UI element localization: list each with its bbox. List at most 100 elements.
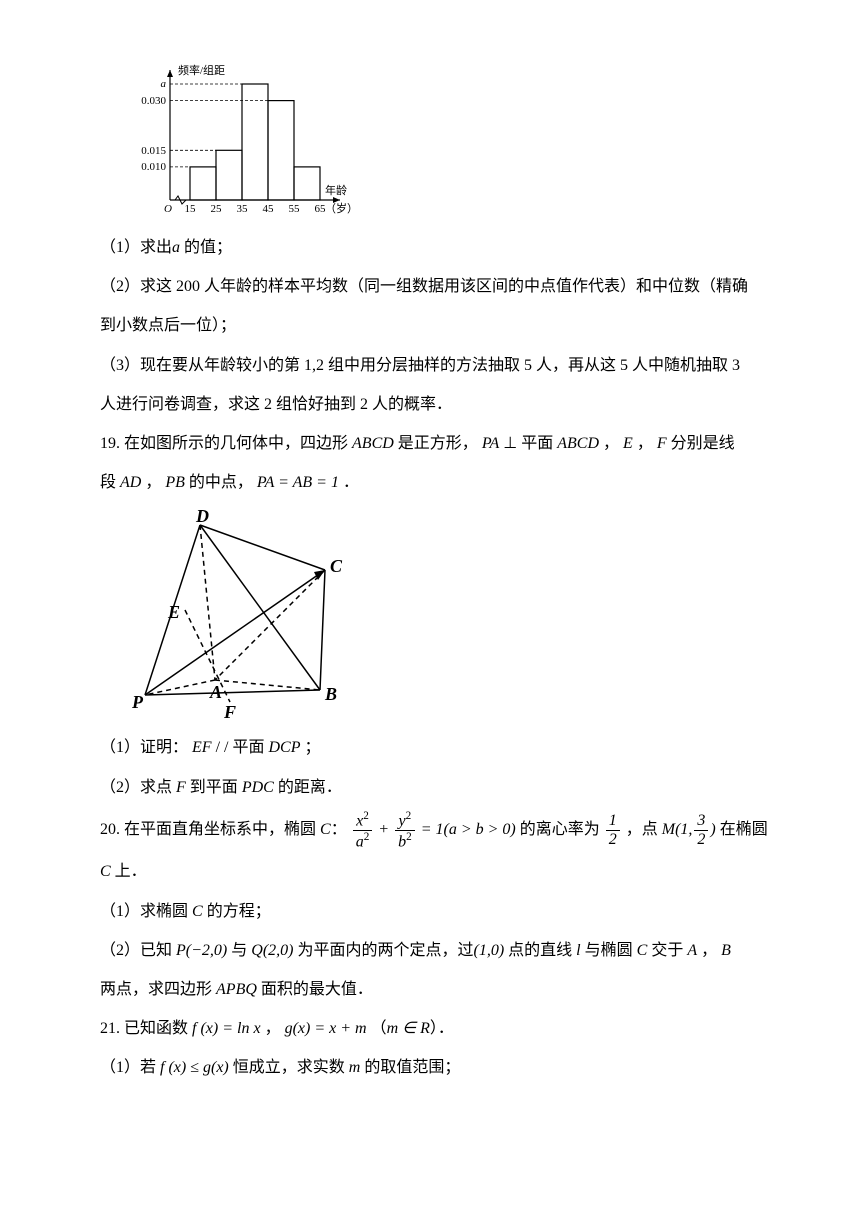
- q20-10: (1,0): [474, 942, 505, 959]
- q21-sub1-b: 恒成立，求实数: [229, 1059, 345, 1076]
- q21-close: ）．: [430, 1020, 454, 1037]
- label-E: E: [167, 602, 180, 622]
- q19-sub2-c: 的距离．: [274, 779, 342, 796]
- q20-sub2-line1: （2）已知 P(−2,0) 与 Q(2,0) 为平面内的两个定点，过(1,0) …: [100, 933, 770, 968]
- q20-C2: C: [633, 942, 648, 959]
- q19-line2: 段 AD ， PB 的中点， PA = AB = 1 ．: [100, 465, 770, 500]
- geometry-svg: D C E P A F B: [130, 510, 350, 720]
- q20-close: ): [510, 821, 515, 838]
- q19-abcd: ABCD: [348, 435, 394, 452]
- q20-frac-x2a2: x2a2: [353, 810, 373, 851]
- q18-sub1-label: （1）求出: [100, 239, 172, 256]
- q18-sub1: （1）求出a 的值；: [100, 230, 770, 265]
- q18-sub2-line2: 到小数点后一位）；: [100, 308, 770, 343]
- q19-comma1: ，: [599, 435, 619, 452]
- q20-sub2-b: 为平面内的两个定点，过: [293, 942, 473, 959]
- ytick-0030: 0.030: [141, 95, 166, 107]
- q21-intro: 21. 已知函数: [100, 1020, 188, 1037]
- q20-Pcoord: (−2,0): [186, 942, 227, 959]
- q20-area: 面积的最大值．: [257, 981, 373, 998]
- q20-line2-on: 上．: [111, 863, 147, 880]
- q21-line1: 21. 已知函数 f (x) = ln x ， g(x) = x + m （m …: [100, 1011, 770, 1046]
- q20-B: B: [717, 942, 731, 959]
- q19-pdc: PDC: [238, 779, 274, 796]
- q19-line2a: 段: [100, 474, 116, 491]
- q18-sub1-tail: 的值；: [180, 239, 232, 256]
- x-axis-label: 年龄: [325, 183, 347, 197]
- q19-comma2: ，: [633, 435, 653, 452]
- q19-period: ．: [339, 474, 359, 491]
- origin-label: O: [164, 203, 172, 215]
- q20-Q: Q: [247, 942, 263, 959]
- q18-sub1-var: a: [172, 239, 180, 256]
- q20-3h-den: 2: [694, 831, 708, 849]
- histogram-svg: 0.010 0.015 0.030 a 频率/组距 年龄 （岁） O 15 25…: [130, 60, 360, 220]
- q21-fx: f (x) = ln x: [188, 1020, 261, 1037]
- q21-ineq: f (x) ≤ g(x): [156, 1059, 229, 1076]
- q20-frac-half: 12: [606, 812, 620, 848]
- xtick-25: 25: [211, 203, 223, 215]
- q20-sub2-e: 交于: [647, 942, 683, 959]
- q20-b: b: [398, 833, 406, 850]
- q19-line1: 19. 在如图所示的几何体中，四边形 ABCD 是正方形， PA ⊥ 平面 AB…: [100, 426, 770, 461]
- q18-sub3-line1: （3）现在要从年龄较小的第 1,2 组中用分层抽样的方法抽取 5 人，再从这 5…: [100, 348, 770, 383]
- histogram-figure: 0.010 0.015 0.030 a 频率/组距 年龄 （岁） O 15 25…: [130, 60, 770, 220]
- q19-mid: 的中点，: [185, 474, 253, 491]
- q19-plane: 平面: [232, 739, 264, 756]
- q19-f2: F: [172, 779, 186, 796]
- q21-m: m: [345, 1059, 361, 1076]
- q21-gx: g(x) = x + m: [281, 1020, 367, 1037]
- q20-M: M: [658, 821, 675, 838]
- q20-comma-ab: ，: [697, 942, 717, 959]
- q19-abcd2: ABCD: [553, 435, 599, 452]
- ytick-0010: 0.010: [141, 161, 166, 173]
- q19-perp: ⊥: [499, 435, 521, 452]
- ytick-a: a: [161, 78, 167, 90]
- q20-commapoint: ，点: [626, 821, 658, 838]
- q19-ef: EF: [188, 739, 212, 756]
- q19-intro-a: 19. 在如图所示的几何体中，四边形: [100, 435, 348, 452]
- q20-linetail: 两点，求四边形: [100, 981, 212, 998]
- xtick-65: 65: [315, 203, 327, 215]
- q20-agtb: a > b > 0: [449, 821, 511, 838]
- q20-sub2-d: 与椭圆: [581, 942, 633, 959]
- q20-sub1: （1）求椭圆 C 的方程；: [100, 894, 770, 929]
- q20-sub1-label: （1）求椭圆: [100, 903, 188, 920]
- q18-sub2-line1: （2）求这 200 人年龄的样本平均数（同一组数据用该区间的中点值作代表）和中位…: [100, 269, 770, 304]
- q20-M-close: ): [710, 821, 715, 838]
- q20-sub1-C: C: [188, 903, 203, 920]
- q19-intro-b: 是正方形，: [398, 435, 478, 452]
- xtick-35: 35: [237, 203, 249, 215]
- q21-minR: m ∈ R: [387, 1020, 430, 1037]
- q18-sub3-line2: 人进行问卷调查，求这 2 组恰好抽到 2 人的概率．: [100, 387, 770, 422]
- q20-half-num: 1: [606, 812, 620, 831]
- x-axis-unit: （岁）: [325, 201, 358, 215]
- xtick-45: 45: [263, 203, 275, 215]
- y-axis-label: 频率/组距: [178, 63, 225, 77]
- q20-on: 在椭圆: [720, 821, 768, 838]
- label-A: A: [209, 682, 222, 702]
- q19-sub1-a: （1）证明：: [100, 739, 188, 756]
- q19-dcp: DCP: [264, 739, 300, 756]
- label-P: P: [131, 692, 144, 712]
- q20-y: y: [399, 812, 406, 829]
- label-D: D: [195, 510, 209, 526]
- geometry-figure: D C E P A F B: [130, 510, 770, 720]
- q20-Qcoord: (2,0): [263, 942, 294, 959]
- q20-sub2-line2: 两点，求四边形 APBQ 面积的最大值．: [100, 972, 770, 1007]
- q20-C: C: [316, 821, 331, 838]
- q19-sub2-a: （2）求点: [100, 779, 172, 796]
- xtick-15: 15: [185, 203, 197, 215]
- q20-l: l: [572, 942, 580, 959]
- q20-P: P: [172, 942, 186, 959]
- q20-frac-3half: 32: [694, 812, 708, 848]
- q19-pa: PA: [478, 435, 499, 452]
- q19-plane-word: 平面: [521, 435, 553, 452]
- q20-3h-num: 3: [694, 812, 708, 831]
- q21-sub1-a: （1）若: [100, 1059, 156, 1076]
- q20-frac-y2b2: y2b2: [395, 810, 415, 851]
- q20-sub2-c: 点的直线: [504, 942, 572, 959]
- q20-half-den: 2: [606, 831, 620, 849]
- q20-sub1-tail: 的方程；: [203, 903, 271, 920]
- q20-eq1: = 1(: [421, 821, 449, 838]
